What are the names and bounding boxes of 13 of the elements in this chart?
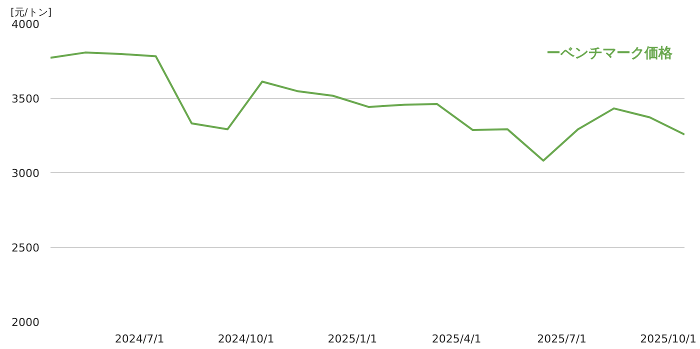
y-tick-label: 2000 — [12, 316, 40, 329]
x-tick-label: 2025/7/1 — [537, 332, 587, 346]
x-tick-label: 2025/10/1 — [640, 332, 697, 346]
y-tick-label: 3000 — [12, 167, 40, 180]
x-tick-label: 2025/1/1 — [328, 332, 378, 346]
y-axis-title: [元/トン] — [10, 8, 52, 18]
x-tick-label: 2025/4/1 — [432, 332, 482, 346]
y-tick-label: 3500 — [12, 92, 40, 106]
y-tick-label: 4000 — [12, 18, 40, 31]
text: ーベンチマーク価格 — [546, 46, 674, 62]
y-tick-label: 2500 — [12, 242, 40, 254]
x-tick-label: 2024/7/1 — [114, 332, 164, 346]
x-tick-label: 2024/10/1 — [218, 332, 274, 346]
